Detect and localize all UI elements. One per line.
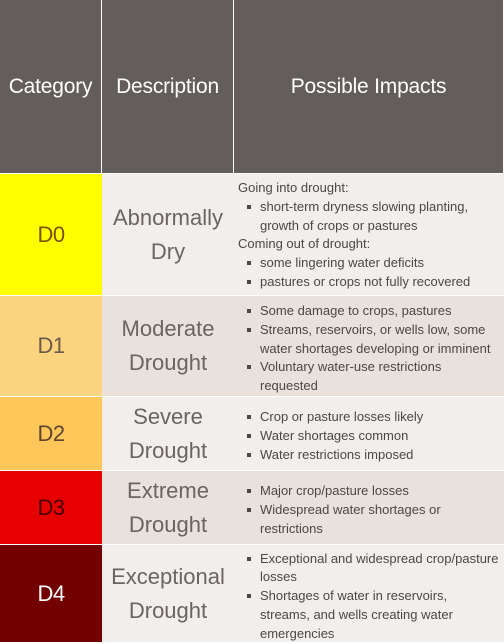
impacts-d2: Crop or pasture losses likely Water shor… xyxy=(234,397,504,471)
category-d0: D0 xyxy=(0,174,102,296)
impacts-d1: Some damage to crops, pastures Streams, … xyxy=(234,296,504,397)
header-category: Category xyxy=(0,0,102,174)
description-d4: Exceptional Drought xyxy=(102,545,234,643)
description-line: Exceptional xyxy=(111,563,225,589)
impacts-d4: Exceptional and widespread crop/pasture … xyxy=(234,545,504,643)
impact-item: Water shortages common xyxy=(247,427,500,446)
impacts-d0: Going into drought: short-term dryness s… xyxy=(234,174,504,296)
description-line: Extreme xyxy=(127,477,209,503)
description-line: Drought xyxy=(128,437,208,463)
impact-item: pastures or crops not fully recovered xyxy=(247,273,500,292)
impact-item: Widespread water shortages or restrictio… xyxy=(247,501,500,539)
description-line: Dry xyxy=(150,238,186,264)
impact-item: Voluntary water-use restrictions request… xyxy=(247,358,500,396)
impact-item: Water restrictions imposed xyxy=(247,446,500,465)
description-line: Drought xyxy=(128,597,208,623)
impact-item: some lingering water deficits xyxy=(247,254,500,273)
description-line: Drought xyxy=(128,350,208,375)
description-line: Severe xyxy=(133,403,203,429)
description-d0: Abnormally Dry xyxy=(102,174,234,296)
header-description: Description xyxy=(102,0,234,174)
impact-item: short-term dryness slowing planting, gro… xyxy=(247,198,500,236)
impact-item: Some damage to crops, pastures xyxy=(247,302,500,321)
impact-item: Major crop/pasture losses xyxy=(247,482,500,501)
impact-heading: Going into drought: xyxy=(238,180,349,195)
impact-item: Streams, reservoirs, or wells low, some … xyxy=(247,321,500,359)
category-d4: D4 xyxy=(0,545,102,643)
category-d3: D3 xyxy=(0,471,102,545)
impact-item: Exceptional and widespread crop/pasture … xyxy=(247,550,500,588)
header-possible-impacts: Possible Impacts xyxy=(234,0,504,174)
impacts-d3: Major crop/pasture losses Widespread wat… xyxy=(234,471,504,545)
description-d3: Extreme Drought xyxy=(102,471,234,545)
category-d1: D1 xyxy=(0,296,102,397)
description-line: Moderate xyxy=(121,316,215,341)
impact-heading: Coming out of drought: xyxy=(238,236,371,252)
description-d1: Moderate Drought xyxy=(102,296,234,397)
description-line: Drought xyxy=(128,511,208,537)
description-line: Abnormally xyxy=(112,204,224,230)
category-d2: D2 xyxy=(0,397,102,471)
description-d2: Severe Drought xyxy=(102,397,234,471)
impact-item: Shortages of water in reservoirs, stream… xyxy=(247,587,500,643)
impact-item: Crop or pasture losses likely xyxy=(247,408,500,427)
